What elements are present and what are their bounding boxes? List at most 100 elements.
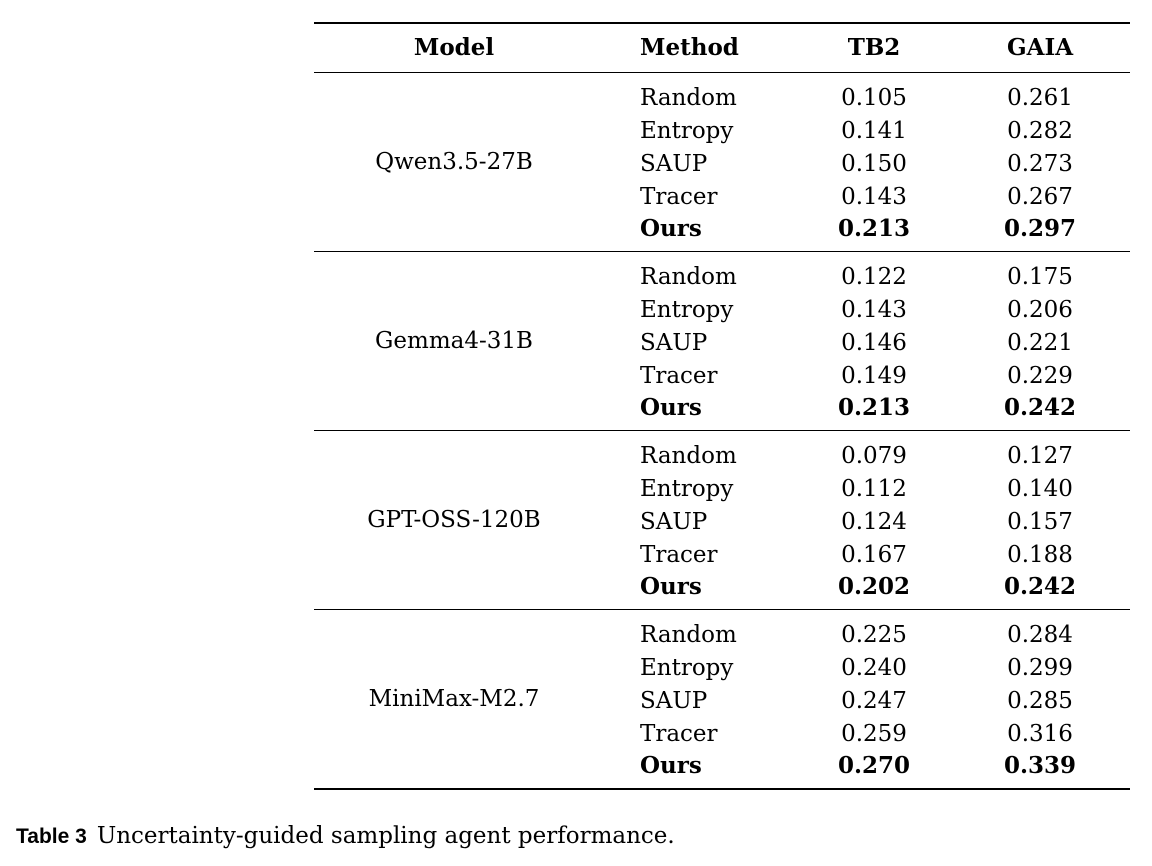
results-table: Model Method TB2 GAIA Qwen3.5-27B Random 0… xyxy=(314,22,1130,790)
gaia-value-cell: 0.316 xyxy=(1007,721,1073,747)
model-name-cell: Gemma4-31B xyxy=(375,328,533,354)
table-row: Tracer 0.149 0.229 xyxy=(314,363,1130,396)
method-cell: Entropy xyxy=(640,118,734,144)
method-cell: Tracer xyxy=(640,184,718,210)
caption-label: Table 3 xyxy=(16,825,87,848)
table-row: Ours 0.270 0.339 xyxy=(314,753,1130,786)
table-row: Tracer 0.143 0.267 xyxy=(314,184,1130,217)
table-body: Qwen3.5-27B Random 0.105 0.261 Entropy 0.141 0… xyxy=(314,73,1130,790)
gaia-value-cell: 0.221 xyxy=(1007,330,1073,356)
gaia-value-cell: 0.206 xyxy=(1007,297,1073,323)
caption-text: Uncertainty-guided sampling agent perfor… xyxy=(96,823,675,849)
bottom-rule xyxy=(314,788,1130,790)
top-rule xyxy=(314,22,1130,24)
gaia-value-cell: 0.299 xyxy=(1007,655,1073,681)
table-row: Ours 0.202 0.242 xyxy=(314,574,1130,607)
tb2-value-cell: 0.150 xyxy=(841,151,907,177)
table-row: SAUP 0.146 0.221 xyxy=(314,330,1130,363)
tb2-value-cell: 0.143 xyxy=(841,297,907,323)
gaia-value-cell: 0.297 xyxy=(1003,215,1077,242)
method-cell: Random xyxy=(640,85,737,111)
gaia-value-cell: 0.339 xyxy=(1003,752,1077,779)
tb2-value-cell: 0.240 xyxy=(841,655,907,681)
table-caption: Table 3 Uncertainty-guided sampling agent… xyxy=(16,822,675,851)
header-method: Method xyxy=(640,34,739,61)
model-name-cell: GPT-OSS-120B xyxy=(367,507,541,533)
gaia-value-cell: 0.140 xyxy=(1007,476,1073,502)
method-cell: Entropy xyxy=(640,297,734,323)
method-cell: Ours xyxy=(640,394,702,421)
tb2-value-cell: 0.079 xyxy=(841,443,907,469)
tb2-value-cell: 0.143 xyxy=(841,184,907,210)
tb2-value-cell: 0.146 xyxy=(841,330,907,356)
tb2-value-cell: 0.112 xyxy=(841,476,907,502)
table-row: Random 0.105 0.261 xyxy=(314,85,1130,118)
header-gaia: GAIA xyxy=(1006,34,1074,61)
method-cell: SAUP xyxy=(640,688,708,714)
tb2-value-cell: 0.247 xyxy=(841,688,907,714)
tb2-value-cell: 0.149 xyxy=(841,363,907,389)
table-row: Entropy 0.240 0.299 xyxy=(314,655,1130,688)
method-cell: Random xyxy=(640,264,737,290)
tb2-value-cell: 0.259 xyxy=(841,721,907,747)
table-row: Entropy 0.141 0.282 xyxy=(314,118,1130,151)
tb2-value-cell: 0.213 xyxy=(837,215,911,242)
method-cell: Entropy xyxy=(640,655,734,681)
group-separator-rule xyxy=(314,609,1130,610)
tb2-value-cell: 0.270 xyxy=(837,752,911,779)
gaia-value-cell: 0.242 xyxy=(1003,394,1077,421)
table-row: Ours 0.213 0.242 xyxy=(314,395,1130,428)
gaia-value-cell: 0.284 xyxy=(1007,622,1073,648)
tb2-value-cell: 0.202 xyxy=(837,573,911,600)
method-cell: Random xyxy=(640,622,737,648)
table-row: Tracer 0.167 0.188 xyxy=(314,542,1130,575)
header-tb2: TB2 xyxy=(847,34,901,61)
method-cell: SAUP xyxy=(640,330,708,356)
gaia-value-cell: 0.267 xyxy=(1007,184,1073,210)
model-group: MiniMax-M2.7 Random 0.225 0.284 Entropy 0.240… xyxy=(314,610,1130,788)
table-row: SAUP 0.150 0.273 xyxy=(314,151,1130,184)
header-model: Model xyxy=(413,34,495,61)
group-separator-rule xyxy=(314,430,1130,431)
model-name-cell: MiniMax-M2.7 xyxy=(368,686,540,712)
method-cell: Ours xyxy=(640,573,702,600)
model-group: GPT-OSS-120B Random 0.079 0.127 Entropy 0.112… xyxy=(314,431,1130,609)
table-row: Ours 0.213 0.297 xyxy=(314,216,1130,249)
gaia-value-cell: 0.229 xyxy=(1007,363,1073,389)
table-row: SAUP 0.124 0.157 xyxy=(314,509,1130,542)
tb2-value-cell: 0.213 xyxy=(837,394,911,421)
table-header-row: Model Method TB2 GAIA xyxy=(314,24,1130,72)
model-name-cell: Qwen3.5-27B xyxy=(375,149,533,175)
method-cell: Tracer xyxy=(640,542,718,568)
gaia-value-cell: 0.188 xyxy=(1007,542,1073,568)
table-row: SAUP 0.247 0.285 xyxy=(314,688,1130,721)
tb2-value-cell: 0.141 xyxy=(841,118,907,144)
method-cell: SAUP xyxy=(640,509,708,535)
model-group: Qwen3.5-27B Random 0.105 0.261 Entropy 0.141 0… xyxy=(314,73,1130,251)
table-row: Random 0.225 0.284 xyxy=(314,622,1130,655)
gaia-value-cell: 0.285 xyxy=(1007,688,1073,714)
method-cell: Ours xyxy=(640,215,702,242)
method-cell: Random xyxy=(640,443,737,469)
tb2-value-cell: 0.105 xyxy=(841,85,907,111)
table-row: Random 0.122 0.175 xyxy=(314,264,1130,297)
method-cell: Tracer xyxy=(640,363,718,389)
group-separator-rule xyxy=(314,251,1130,252)
gaia-value-cell: 0.261 xyxy=(1007,85,1073,111)
gaia-value-cell: 0.282 xyxy=(1007,118,1073,144)
tb2-value-cell: 0.167 xyxy=(841,542,907,568)
gaia-value-cell: 0.175 xyxy=(1007,264,1073,290)
gaia-value-cell: 0.242 xyxy=(1003,573,1077,600)
tb2-value-cell: 0.122 xyxy=(841,264,907,290)
gaia-value-cell: 0.273 xyxy=(1007,151,1073,177)
tb2-value-cell: 0.124 xyxy=(841,509,907,535)
gaia-value-cell: 0.127 xyxy=(1007,443,1073,469)
header-rule xyxy=(314,72,1130,73)
model-group: Gemma4-31B Random 0.122 0.175 Entropy 0.143 0.… xyxy=(314,252,1130,430)
table-row: Entropy 0.112 0.140 xyxy=(314,476,1130,509)
method-cell: Tracer xyxy=(640,721,718,747)
method-cell: Entropy xyxy=(640,476,734,502)
table-row: Tracer 0.259 0.316 xyxy=(314,721,1130,754)
method-cell: SAUP xyxy=(640,151,708,177)
table-row: Random 0.079 0.127 xyxy=(314,443,1130,476)
